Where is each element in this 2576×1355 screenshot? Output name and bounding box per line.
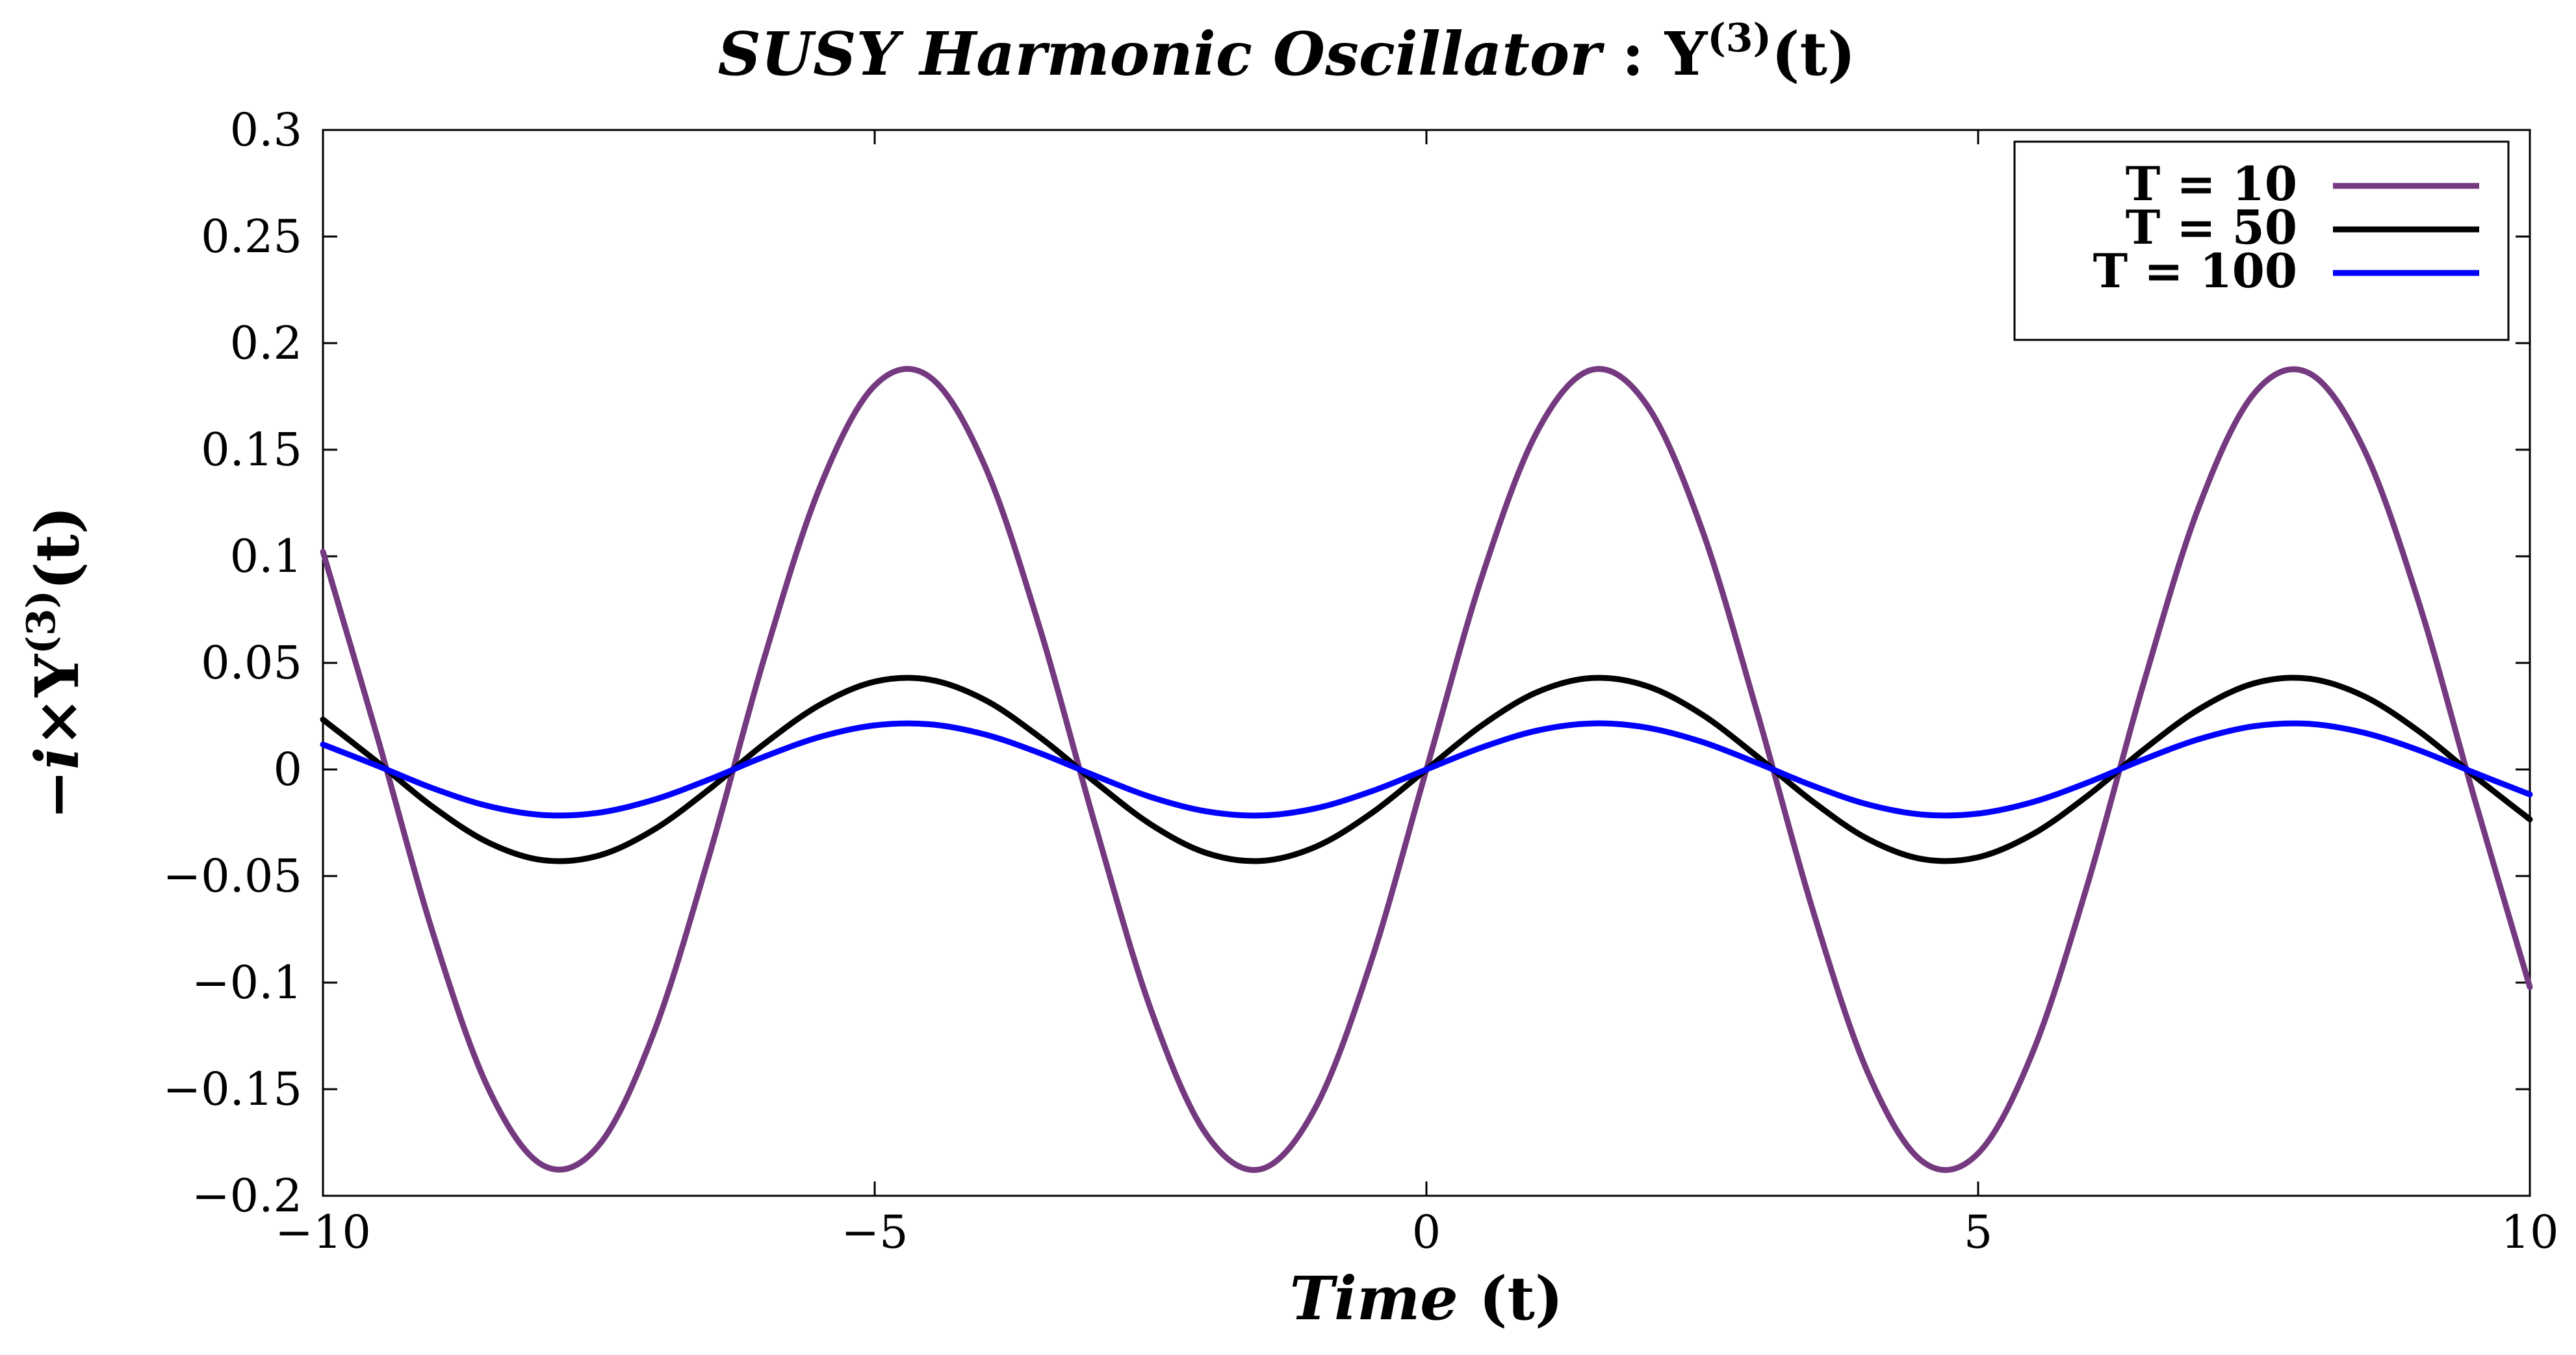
y-axis-label-superscript: (3) <box>19 590 64 654</box>
y-axis-label-symbol: Y <box>22 653 92 697</box>
x-tick-label: −5 <box>841 1206 908 1259</box>
y-tick-label: −0.2 <box>192 1169 302 1222</box>
legend: T = 10T = 50T = 100 <box>2013 140 2510 341</box>
chart-title: SUSY Harmonic Oscillator : Y(3)(t) <box>718 16 1856 89</box>
series-line-3 <box>320 720 2533 819</box>
y-tick-label: 0.3 <box>230 103 302 157</box>
y-axis-label-times: × <box>22 697 92 747</box>
x-axis: −10 −5 0 5 10 <box>275 130 2559 1259</box>
y-axis-label-i: i <box>22 747 92 769</box>
x-axis-label: Time (t) <box>1290 1263 1564 1334</box>
x-tick-label: 0 <box>1412 1206 1441 1259</box>
y-tick-label: 0 <box>273 743 302 796</box>
y-tick-label: −0.1 <box>192 956 302 1009</box>
chart-title-superscript: (3) <box>1707 16 1771 61</box>
y-tick-label: 0.2 <box>230 316 302 370</box>
x-axis-label-rest: (t) <box>1458 1263 1564 1334</box>
legend-label: T = 10 <box>2126 156 2297 211</box>
x-tick-label: 10 <box>2501 1206 2558 1259</box>
y-tick-label: −0.15 <box>162 1063 302 1116</box>
x-tick-label: −10 <box>275 1206 371 1259</box>
series-layer <box>320 366 2533 1173</box>
y-tick-label: 0.25 <box>201 210 302 263</box>
legend-label: T = 100 <box>2093 243 2297 298</box>
chart-title-separator: : <box>1601 19 1665 89</box>
chart-title-symbol: Y <box>1664 19 1708 89</box>
y-axis-label: −i×Y(3)(t) <box>19 506 92 820</box>
y-axis-label-suffix: (t) <box>22 506 92 591</box>
y-tick-label: 0.05 <box>201 636 302 690</box>
y-tick-label: 0.1 <box>230 530 302 583</box>
y-axis-label-prefix: − <box>22 769 92 819</box>
y-tick-label: −0.05 <box>162 849 302 903</box>
legend-label: T = 50 <box>2126 200 2297 255</box>
legend-box <box>2013 140 2510 341</box>
chart-title-italic: SUSY Harmonic Oscillator <box>718 19 1606 89</box>
y-axis: −0.2 −0.15 −0.1 −0.05 0 0.05 0.1 0.15 0.2 0.25 0.3 <box>162 103 2530 1222</box>
chart-title-suffix: (t) <box>1771 19 1856 89</box>
y-tick-label: 0.15 <box>201 423 302 476</box>
x-axis-label-italic: Time <box>1290 1263 1458 1334</box>
x-tick-label: 5 <box>1964 1206 1993 1259</box>
